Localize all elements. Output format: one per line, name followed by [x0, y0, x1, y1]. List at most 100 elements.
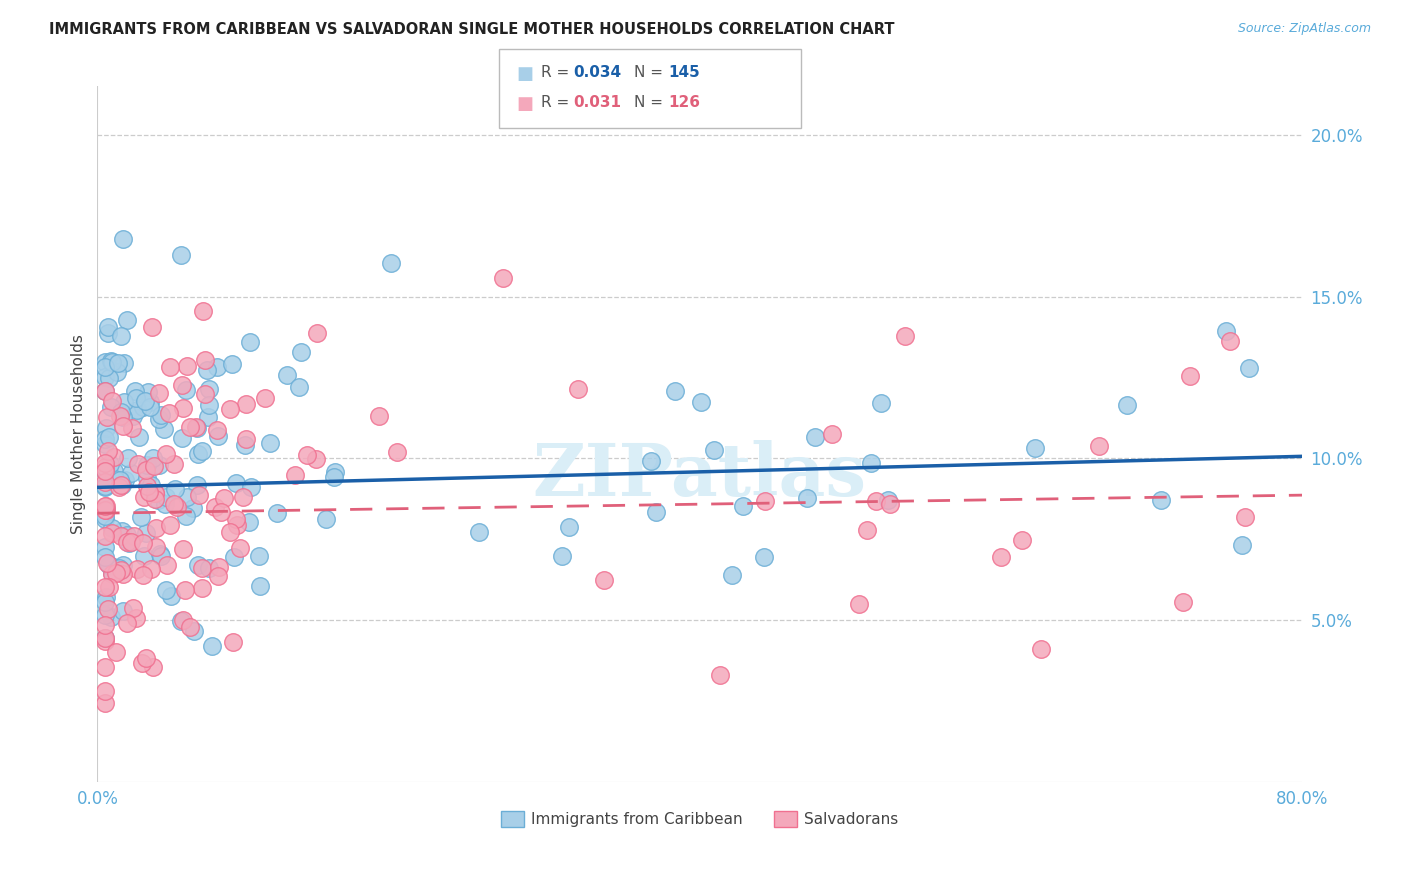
Point — [100, 558, 122, 573]
Point — [194, 387, 217, 401]
Text: 145: 145 — [668, 65, 700, 80]
Point — [198, 561, 221, 575]
Point — [186, 478, 208, 492]
Point — [290, 345, 312, 359]
Point — [132, 490, 155, 504]
Point — [191, 304, 214, 318]
Point — [94, 501, 117, 516]
Point — [315, 512, 337, 526]
Point — [94, 499, 117, 513]
Point — [120, 467, 142, 481]
Point — [103, 450, 125, 465]
Point — [108, 473, 131, 487]
Point — [1031, 641, 1053, 656]
Point — [157, 406, 180, 420]
Point — [166, 500, 188, 515]
Point — [107, 560, 129, 574]
Point — [94, 499, 117, 513]
Point — [323, 465, 346, 479]
Text: N =: N = — [634, 95, 668, 111]
Text: 0.031: 0.031 — [574, 95, 621, 111]
Point — [97, 558, 120, 572]
Point — [1087, 439, 1109, 453]
Point — [894, 329, 917, 343]
Point — [146, 493, 169, 508]
Point — [149, 547, 172, 561]
Point — [118, 536, 141, 550]
Point — [201, 640, 224, 654]
Point — [152, 422, 174, 436]
Point — [131, 657, 153, 671]
Point — [145, 541, 167, 555]
Point — [104, 644, 127, 658]
Point — [155, 490, 177, 504]
Text: ■: ■ — [516, 95, 533, 113]
Point — [197, 410, 219, 425]
Point — [228, 541, 250, 556]
Point — [254, 391, 277, 405]
Point — [111, 477, 134, 491]
Point — [101, 355, 124, 369]
Point — [100, 354, 122, 368]
Point — [204, 500, 226, 515]
Point — [150, 549, 173, 563]
Point — [148, 458, 170, 473]
Point — [98, 370, 121, 384]
Point — [323, 470, 346, 484]
Text: ZIPatlas: ZIPatlas — [533, 441, 866, 511]
Point — [870, 396, 893, 410]
Point — [172, 541, 194, 556]
Text: ■: ■ — [516, 65, 533, 83]
Point — [132, 567, 155, 582]
Text: Source: ZipAtlas.com: Source: ZipAtlas.com — [1237, 22, 1371, 36]
Point — [385, 445, 408, 459]
Point — [104, 471, 127, 485]
Point — [129, 509, 152, 524]
Point — [186, 421, 208, 435]
Point — [305, 452, 328, 467]
Point — [97, 443, 120, 458]
Point — [247, 549, 270, 563]
Point — [796, 491, 818, 506]
Point — [239, 335, 262, 350]
Point — [135, 650, 157, 665]
Point — [284, 467, 307, 482]
Point — [142, 660, 165, 674]
Point — [98, 580, 121, 594]
Point — [97, 326, 120, 340]
Point — [94, 355, 117, 369]
Y-axis label: Single Mother Households: Single Mother Households — [72, 334, 86, 534]
Point — [94, 464, 117, 478]
Point — [856, 523, 879, 537]
Point — [96, 556, 118, 570]
Point — [179, 420, 201, 434]
Point — [94, 696, 117, 710]
Point — [94, 502, 117, 516]
Point — [865, 494, 887, 508]
Point — [94, 384, 117, 398]
Point — [709, 668, 731, 682]
Point — [136, 470, 159, 484]
Point — [188, 488, 211, 502]
Point — [125, 611, 148, 625]
Point — [1150, 493, 1173, 508]
Point — [191, 561, 214, 575]
Point — [101, 521, 124, 535]
Point — [207, 559, 229, 574]
Point — [134, 393, 156, 408]
Point — [101, 393, 124, 408]
Point — [94, 475, 117, 490]
Point — [1178, 368, 1201, 383]
Point — [170, 614, 193, 628]
Point — [160, 589, 183, 603]
Point — [198, 399, 221, 413]
Point — [110, 405, 132, 419]
Point — [136, 458, 159, 472]
Point — [103, 464, 125, 478]
Point — [159, 359, 181, 374]
Point — [112, 394, 135, 409]
Point — [94, 550, 117, 565]
Point — [112, 604, 135, 618]
Point — [155, 582, 177, 597]
Point — [468, 525, 491, 540]
